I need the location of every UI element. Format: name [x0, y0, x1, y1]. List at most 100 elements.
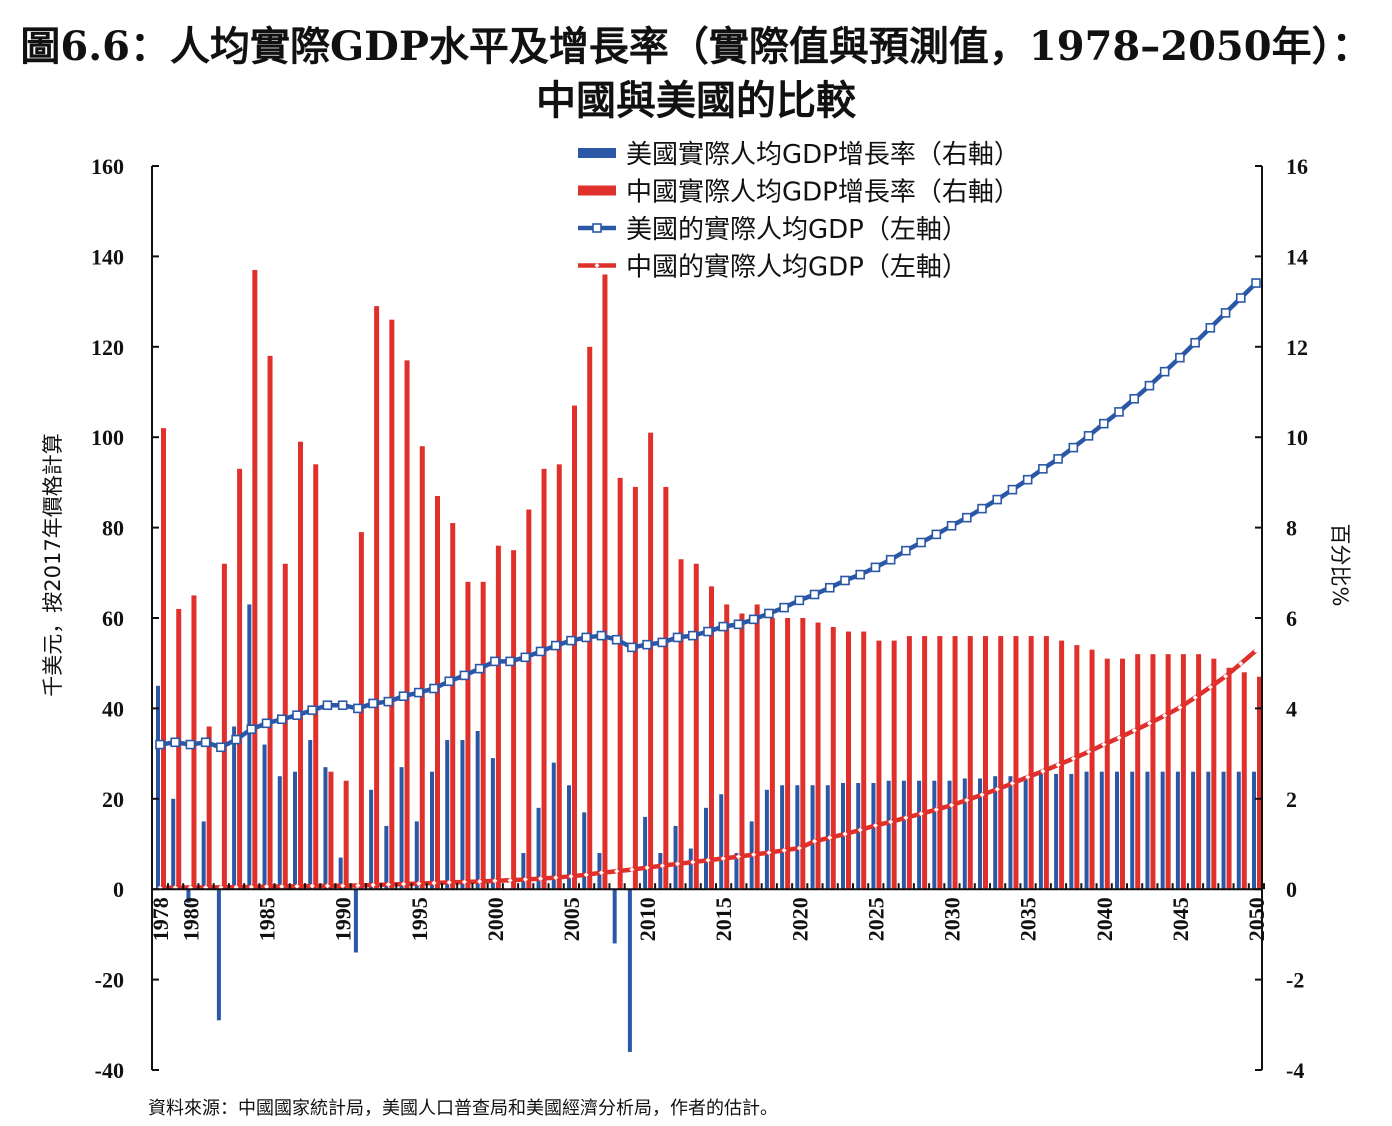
china-growth-bar	[328, 771, 334, 890]
china-growth-bar	[1043, 636, 1049, 890]
us-growth-bar	[1008, 776, 1013, 890]
us-gdp-marker	[764, 608, 774, 619]
us-growth-bar	[262, 744, 267, 890]
us-growth-bar	[1175, 771, 1180, 890]
legend: 美國實際人均GDP增長率（右軸） 中國實際人均GDP增長率（右軸） 美國的實際人均G…	[578, 140, 1020, 283]
legend-swatch-bar	[578, 185, 616, 196]
china-gdp-marker	[309, 883, 315, 889]
us-gdp-marker	[1068, 442, 1079, 453]
x-tick-label: 2025	[863, 897, 888, 941]
y-right-tick-label: 12	[1286, 335, 1308, 360]
us-growth-bar	[582, 812, 587, 890]
y-left-tick-label: 100	[91, 425, 124, 450]
china-gdp-marker	[568, 873, 574, 879]
x-tick-label: 2040	[1092, 897, 1117, 941]
china-gdp-marker	[675, 861, 681, 867]
china-growth-bar	[1150, 654, 1156, 890]
china-gdp-marker	[964, 797, 970, 803]
china-gdp-marker	[1177, 704, 1183, 710]
us-gdp-marker	[200, 737, 211, 748]
us-gdp-marker	[444, 676, 455, 687]
china-growth-bar	[998, 636, 1004, 890]
us-gdp-marker	[581, 632, 592, 643]
china-growth-bar	[480, 581, 486, 890]
china-growth-bar	[769, 618, 775, 890]
us-gdp-marker	[353, 703, 363, 714]
us-growth-bar	[414, 821, 419, 890]
x-tick-label: 2005	[559, 897, 584, 941]
china-growth-bar	[861, 631, 867, 890]
china-growth-bar	[587, 346, 593, 890]
us-growth-bar	[901, 780, 906, 890]
us-gdp-marker	[216, 742, 226, 753]
china-growth-bar	[313, 464, 319, 890]
us-growth-bar	[962, 778, 967, 890]
us-growth-bar	[978, 778, 982, 890]
china-growth-bar	[1104, 658, 1110, 890]
china-gdp-marker	[1207, 684, 1213, 690]
x-tick-label: 1980	[178, 897, 203, 941]
china-gdp-marker	[1116, 735, 1122, 741]
us-gdp-marker	[870, 562, 881, 573]
us-gdp-marker	[459, 670, 470, 681]
china-growth-bar	[374, 306, 380, 890]
y-left-tick-label: 60	[102, 606, 124, 631]
china-growth-bar	[663, 486, 669, 890]
us-growth-bar	[186, 889, 191, 903]
legend-label: 中國的實際人均GDP（左軸）	[626, 253, 968, 283]
china-growth-bar	[1241, 672, 1247, 890]
us-gdp-marker	[977, 503, 987, 514]
china-growth-bar	[648, 432, 654, 890]
us-growth-bar	[1038, 773, 1043, 890]
us-growth-bar	[734, 853, 739, 890]
china-growth-bar	[922, 636, 928, 890]
us-growth-bar	[1206, 771, 1211, 890]
us-gdp-marker	[1220, 308, 1231, 318]
us-gdp-marker	[901, 545, 911, 556]
us-gdp-marker	[337, 700, 348, 711]
china-growth-bar	[282, 563, 288, 890]
us-gdp-marker	[1251, 278, 1261, 288]
x-tick-label: 2020	[787, 897, 812, 941]
china-gdp-marker	[979, 792, 985, 798]
china-growth-bar	[450, 523, 456, 890]
x-tick-label: 2050	[1244, 897, 1269, 941]
us-gdp-marker	[505, 656, 515, 667]
y-right-tick-label: -4	[1286, 1058, 1304, 1083]
us-growth-bar	[1023, 776, 1028, 890]
china-gdp-marker	[1070, 756, 1076, 762]
china-growth-bar	[830, 627, 836, 890]
us-growth-bar	[353, 889, 358, 953]
us-gdp-marker	[246, 724, 257, 734]
china-growth-bar	[511, 550, 517, 890]
us-gdp-marker	[961, 512, 972, 523]
china-growth-bar	[404, 360, 410, 890]
legend-label: 美國實際人均GDP增長率（右軸）	[626, 140, 1020, 170]
us-gdp-marker	[1175, 352, 1185, 363]
china-growth-bar	[632, 486, 638, 890]
y-right-tick-label: 6	[1286, 606, 1297, 631]
us-growth-bar	[1236, 771, 1241, 890]
y-left-tick-label: 20	[102, 787, 124, 812]
us-gdp-marker	[946, 520, 957, 531]
us-growth-bar	[658, 853, 663, 890]
us-growth-bar	[308, 740, 313, 890]
china-growth-bar	[815, 622, 821, 890]
china-growth-bar	[952, 636, 958, 890]
china-growth-bar	[617, 477, 623, 890]
china-gdp-marker	[583, 872, 589, 878]
x-tick-label: 1978	[148, 897, 173, 941]
china-growth-bar	[800, 618, 806, 890]
y-left-tick-label: 0	[113, 877, 124, 902]
us-gdp-marker	[809, 589, 820, 600]
us-growth-bar	[1084, 771, 1089, 890]
us-gdp-marker	[185, 739, 196, 750]
china-growth-bar	[785, 618, 791, 890]
china-gdp-marker	[903, 815, 909, 821]
china-gdp-marker	[461, 879, 467, 885]
china-gdp-marker	[370, 882, 376, 888]
china-growth-bar	[876, 640, 882, 890]
china-gdp-marker	[842, 831, 848, 837]
china-gdp-marker	[1238, 661, 1244, 667]
